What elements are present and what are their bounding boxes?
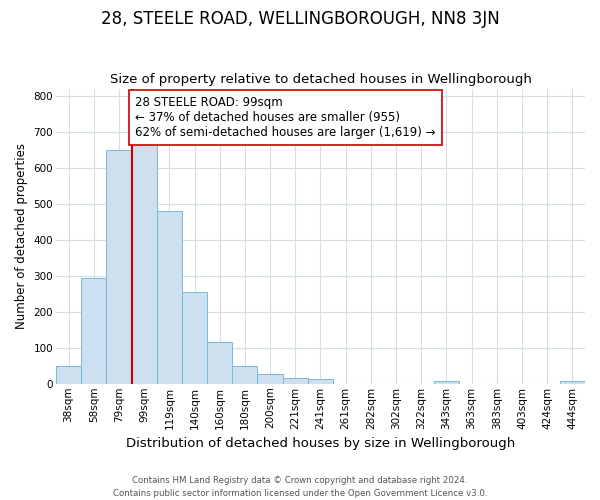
Bar [157, 211, 182, 384]
Bar [434, 381, 459, 384]
Bar [257, 374, 283, 384]
X-axis label: Distribution of detached houses by size in Wellingborough: Distribution of detached houses by size … [126, 437, 515, 450]
Text: 28 STEELE ROAD: 99sqm
← 37% of detached houses are smaller (955)
62% of semi-det: 28 STEELE ROAD: 99sqm ← 37% of detached … [136, 96, 436, 139]
Bar [232, 366, 257, 384]
Bar [207, 342, 232, 384]
Bar [283, 378, 308, 384]
Bar [131, 144, 157, 384]
Bar [560, 381, 585, 384]
Bar [56, 366, 81, 384]
Y-axis label: Number of detached properties: Number of detached properties [15, 143, 28, 329]
Bar [182, 292, 207, 384]
Bar [308, 379, 333, 384]
Title: Size of property relative to detached houses in Wellingborough: Size of property relative to detached ho… [110, 73, 532, 86]
Text: Contains HM Land Registry data © Crown copyright and database right 2024.
Contai: Contains HM Land Registry data © Crown c… [113, 476, 487, 498]
Bar [106, 150, 131, 384]
Bar [81, 278, 106, 384]
Text: 28, STEELE ROAD, WELLINGBOROUGH, NN8 3JN: 28, STEELE ROAD, WELLINGBOROUGH, NN8 3JN [101, 10, 499, 28]
